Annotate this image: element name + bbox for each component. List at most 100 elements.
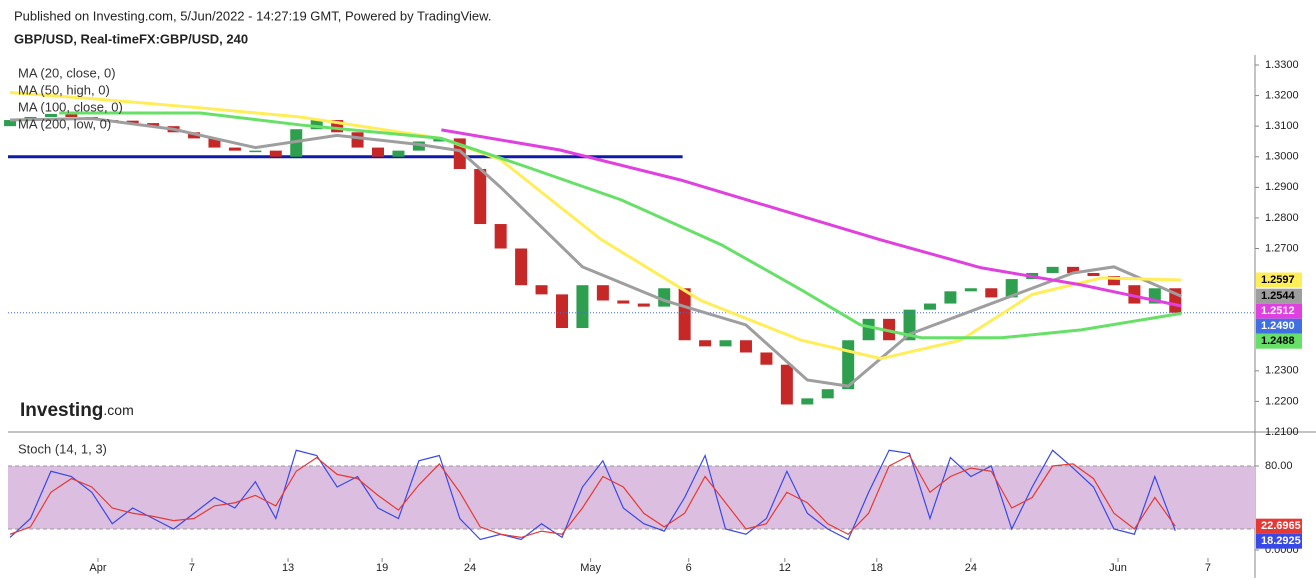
candle [474, 168, 487, 225]
value-badge [1256, 333, 1302, 349]
candle [412, 141, 425, 151]
candle [699, 340, 712, 347]
x-tick-label: May [580, 562, 601, 574]
candle [535, 285, 548, 295]
value-badge-label: 18.2925 [1261, 535, 1301, 547]
y-tick-label: 1.2900 [1265, 181, 1299, 193]
x-tick-label: Apr [89, 562, 106, 574]
candle [65, 113, 78, 117]
x-tick-label: 7 [189, 562, 195, 574]
stoch-pane [8, 449, 1259, 562]
candle [780, 364, 793, 405]
y-tick-label: 1.3100 [1265, 120, 1299, 132]
ma-line [441, 128, 1182, 308]
y-tick-label: 1.2200 [1265, 395, 1299, 407]
x-tick-label: 13 [282, 562, 294, 574]
candle [1087, 272, 1100, 277]
candle [372, 147, 385, 157]
value-badge [1256, 303, 1302, 319]
x-tick-label: 18 [871, 562, 883, 574]
candle [801, 398, 814, 405]
value-badge [1256, 272, 1302, 288]
stoch-line [9, 449, 1176, 541]
value-badge-label: 1.2488 [1261, 335, 1295, 347]
x-tick-label: 19 [376, 562, 388, 574]
candle [985, 288, 998, 298]
y-tick-label: 1.2100 [1265, 426, 1299, 438]
symbol-title: GBP/USD, Real-timeFX:GBP/USD, 240 [14, 31, 248, 46]
candle [1046, 266, 1059, 273]
x-tick-label: Jun [1109, 562, 1127, 574]
candle [760, 352, 773, 365]
legend-entry: MA (50, high, 0) [18, 82, 110, 97]
legend-entry: MA (200, low, 0) [18, 116, 111, 131]
candle [944, 291, 957, 304]
candle [576, 285, 589, 329]
main-pane [4, 64, 1259, 433]
candle [678, 288, 691, 341]
candle [617, 300, 630, 304]
x-tick-label: 7 [1205, 562, 1211, 574]
y-tick-label: 1.2800 [1265, 212, 1299, 224]
ma-line [9, 91, 1182, 361]
y-tick-label: 1.3000 [1265, 151, 1299, 163]
candle [1107, 276, 1120, 286]
labels: Investing.com Stoch (14, 1, 3) 1.3300 1.3… [18, 59, 1299, 574]
candle [44, 113, 57, 117]
candle [433, 138, 446, 142]
candle [555, 294, 568, 329]
x-tick-label: 12 [779, 562, 791, 574]
candle [1005, 279, 1018, 298]
value-badge [1256, 518, 1302, 534]
y-tick-label: 1.2300 [1265, 365, 1299, 377]
logo-name: Investing [20, 400, 103, 421]
stoch-title: Stoch (14, 1, 3) [18, 441, 107, 456]
logo: Investing.com [20, 400, 134, 421]
y-tick-label: 1.2700 [1265, 242, 1299, 254]
candle [739, 340, 752, 353]
candle [392, 150, 405, 157]
candle [515, 248, 528, 286]
candle [4, 120, 17, 127]
x-tick-label: 24 [464, 562, 476, 574]
candle [821, 389, 834, 399]
candle [596, 285, 609, 301]
legend-entry: MA (20, close, 0) [18, 65, 116, 80]
logo-suffix: .com [103, 402, 133, 418]
candle [126, 120, 139, 124]
value-badge-label: 1.2597 [1261, 274, 1295, 286]
badges: 1.2597 1.2544 1.2512 1.2490 1.2488 22.6965 18.… [1256, 272, 1302, 549]
value-badge [1256, 318, 1302, 334]
candle [351, 132, 364, 148]
x-tick-label: 6 [686, 562, 692, 574]
published-note: Published on Investing.com, 5/Jun/2022 -… [14, 8, 491, 23]
value-badge [1256, 288, 1302, 304]
y-tick-label: 80.00 [1265, 460, 1293, 472]
ma-line [59, 111, 1182, 340]
candle [964, 288, 977, 292]
candle [310, 120, 323, 130]
candle [147, 123, 160, 127]
value-badge-label: 1.2512 [1261, 305, 1295, 317]
stoch-line [9, 454, 1176, 539]
candle [1128, 285, 1141, 304]
candle [269, 150, 282, 157]
candle [208, 138, 221, 148]
legend-entry: MA (100, close, 0) [18, 99, 123, 114]
value-badge [1256, 533, 1302, 549]
candle [637, 303, 650, 307]
candle [494, 224, 507, 249]
candle [923, 303, 936, 310]
candle [228, 147, 241, 151]
ma-line [10, 117, 1183, 388]
value-badge-label: 1.2490 [1261, 320, 1295, 332]
candle [1067, 266, 1080, 273]
value-badge-label: 1.2544 [1261, 290, 1296, 302]
y-tick-label: 1.3200 [1265, 89, 1299, 101]
x-tick-label: 24 [965, 562, 977, 574]
candle [290, 129, 303, 157]
candle [719, 340, 732, 347]
value-badge-label: 22.6965 [1261, 520, 1301, 532]
candle [862, 318, 875, 341]
